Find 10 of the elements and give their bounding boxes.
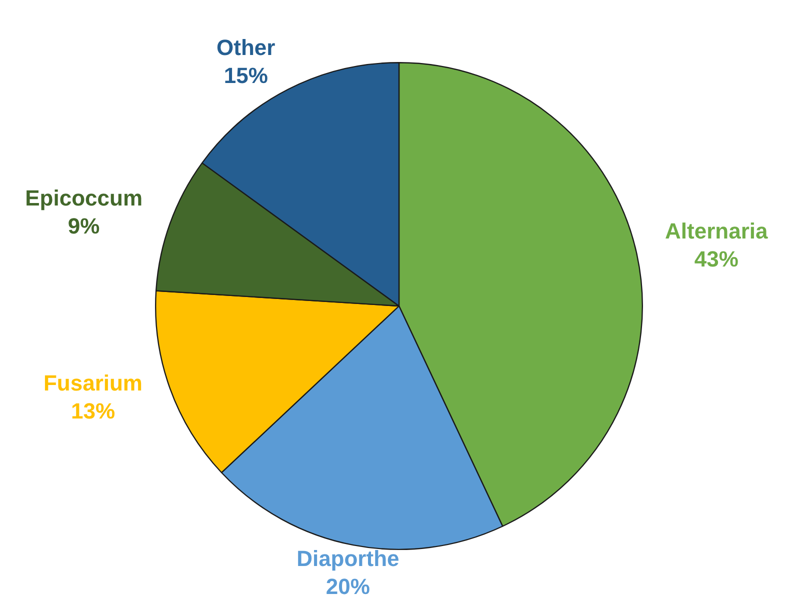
data-label: 43% [694,246,738,272]
data-label: 13% [70,398,116,424]
slice-label: Other [216,35,276,60]
slice-label: Fusarium [43,370,143,396]
data-label: 20% [326,574,370,599]
slice-label: Diaporthe [296,546,400,571]
slice-label: Epicoccum [25,186,143,211]
data-label: 15% [224,63,268,88]
data-label: 9% [68,214,100,239]
slice-label: Alternaria [665,218,769,244]
